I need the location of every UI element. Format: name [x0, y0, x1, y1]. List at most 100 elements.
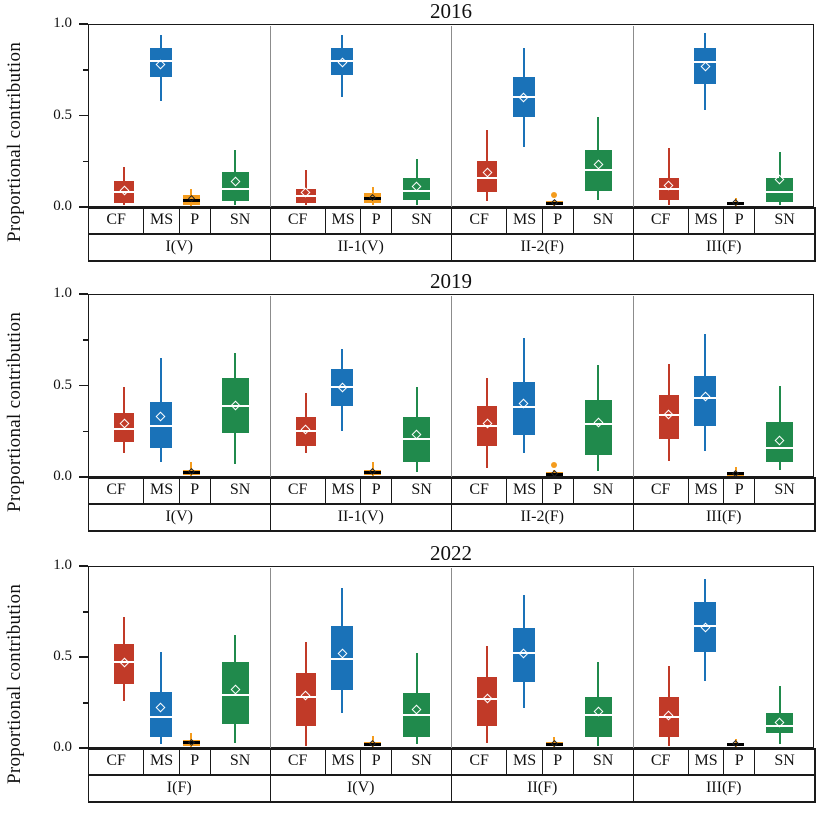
table-line-bottom [88, 260, 816, 262]
table-line-mid [88, 774, 814, 776]
group-label-cell: III(F) [632, 233, 814, 260]
median-P [727, 742, 745, 746]
category-cell-MS: MS [506, 207, 542, 233]
category-cell-MS: MS [143, 748, 179, 774]
group-divider [632, 567, 634, 748]
median-SN [584, 422, 612, 425]
category-cell-CF: CF [88, 748, 144, 774]
y-major-tick [79, 656, 88, 658]
y-tick-label: 0.0 [53, 198, 72, 214]
category-cell-CF: CF [451, 748, 507, 774]
median-MS [149, 59, 172, 62]
box-SN [403, 177, 430, 200]
whisker-CF [304, 170, 307, 206]
group-label-cell: I(V) [88, 503, 270, 530]
category-cell-CF: CF [88, 477, 144, 503]
panel-title: 2022 [430, 541, 472, 565]
box-SN [766, 713, 793, 734]
y-tick-label: 0.5 [53, 106, 72, 123]
group-divider [451, 567, 452, 748]
y-major-tick [79, 476, 88, 478]
y-tick-label: 1.0 [53, 15, 72, 31]
category-cell-CF: CF [632, 207, 688, 233]
y-minor-tick [83, 160, 88, 163]
category-cell-SN: SN [754, 207, 814, 233]
box-SN [766, 177, 793, 202]
y-minor-tick [83, 611, 88, 613]
box-SN [221, 172, 249, 202]
category-cell-P: P [723, 477, 755, 503]
table-line-bottom [88, 530, 816, 532]
category-cell-MS: MS [687, 477, 724, 503]
category-cell-P: P [178, 477, 210, 503]
median-SN [403, 437, 430, 440]
median-SN [584, 714, 612, 717]
category-cell-SN: SN [754, 748, 814, 774]
median-P [545, 472, 563, 476]
median-P [545, 742, 563, 746]
category-cell-CF: CF [269, 748, 325, 774]
median-SN [584, 169, 612, 172]
panel-title: 2019 [430, 269, 472, 293]
median-CF [295, 696, 316, 699]
table-line-right [814, 748, 816, 801]
group-divider [451, 295, 452, 477]
box-CF [114, 412, 135, 443]
whisker-P [371, 462, 374, 477]
group-label-cell: I(V) [269, 774, 451, 801]
category-cell-MS: MS [324, 207, 361, 233]
median-SN [766, 191, 793, 194]
category-cell-P: P [178, 207, 210, 233]
box-SN [766, 422, 793, 463]
median-P [727, 472, 745, 476]
median-CF [477, 176, 498, 179]
median-MS [512, 96, 535, 99]
table-line-top [88, 748, 814, 750]
box-MS [149, 47, 172, 78]
box-MS [694, 47, 717, 85]
y-tick-label: 0.5 [53, 376, 72, 393]
category-cell-CF: CF [632, 748, 688, 774]
group-divider [269, 567, 271, 748]
y-major-tick [79, 565, 88, 567]
group-label-cell: I(V) [88, 233, 270, 260]
group-label-cell: II-1(V) [269, 503, 451, 530]
median-MS [694, 61, 717, 64]
y-tick-label: 0.0 [53, 739, 72, 755]
median-MS [512, 652, 535, 655]
median-CF [295, 430, 316, 433]
category-cell-SN: SN [391, 477, 451, 503]
median-MS [694, 625, 717, 628]
median-CF [114, 661, 135, 664]
category-cell-SN: SN [754, 477, 814, 503]
y-axis-title: Proportional contribution [4, 41, 25, 243]
y-major-tick [79, 23, 88, 25]
table-line-mid [88, 233, 814, 235]
group-divider [451, 25, 452, 207]
median-CF [658, 716, 679, 719]
category-cell-P: P [541, 748, 573, 774]
group-divider [269, 25, 271, 207]
median-CF [295, 195, 316, 198]
box-SN [584, 400, 612, 456]
y-minor-tick [83, 339, 88, 341]
median-CF [477, 697, 498, 700]
category-cell-MS: MS [687, 748, 724, 774]
median-MS [149, 424, 172, 427]
category-cell-SN: SN [209, 748, 270, 774]
y-major-tick [79, 384, 88, 386]
median-SN [221, 404, 249, 407]
y-minor-tick [83, 69, 88, 71]
group-divider [269, 295, 271, 477]
box-MS [149, 691, 172, 738]
y-minor-tick [83, 702, 88, 704]
table-line-top [88, 477, 814, 479]
category-cell-SN: SN [572, 748, 633, 774]
whisker-CF [667, 148, 670, 206]
category-cell-MS: MS [143, 477, 179, 503]
y-major-tick [79, 206, 88, 208]
category-cell-CF: CF [451, 207, 507, 233]
category-cell-SN: SN [209, 477, 270, 503]
median-MS [331, 657, 354, 660]
